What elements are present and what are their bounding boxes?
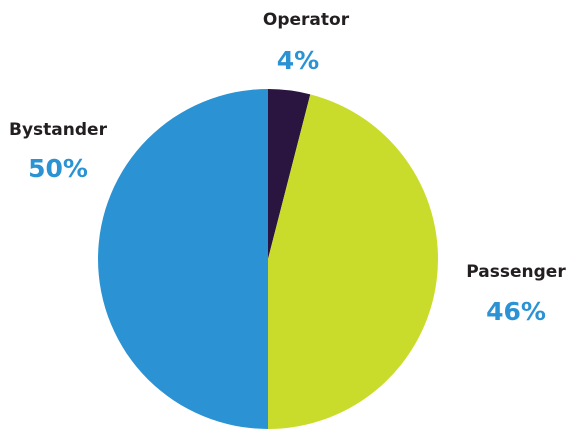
slice-label: Operator (263, 10, 350, 30)
value-label: 46% (486, 297, 546, 326)
pie-slice (98, 89, 268, 429)
slice-label: Bystander (9, 120, 108, 140)
value-label: 4% (277, 46, 319, 75)
pie-slice (268, 89, 311, 259)
pie-slice (268, 94, 439, 430)
slice-label: Passenger (466, 262, 566, 282)
value-label: 50% (28, 154, 88, 183)
